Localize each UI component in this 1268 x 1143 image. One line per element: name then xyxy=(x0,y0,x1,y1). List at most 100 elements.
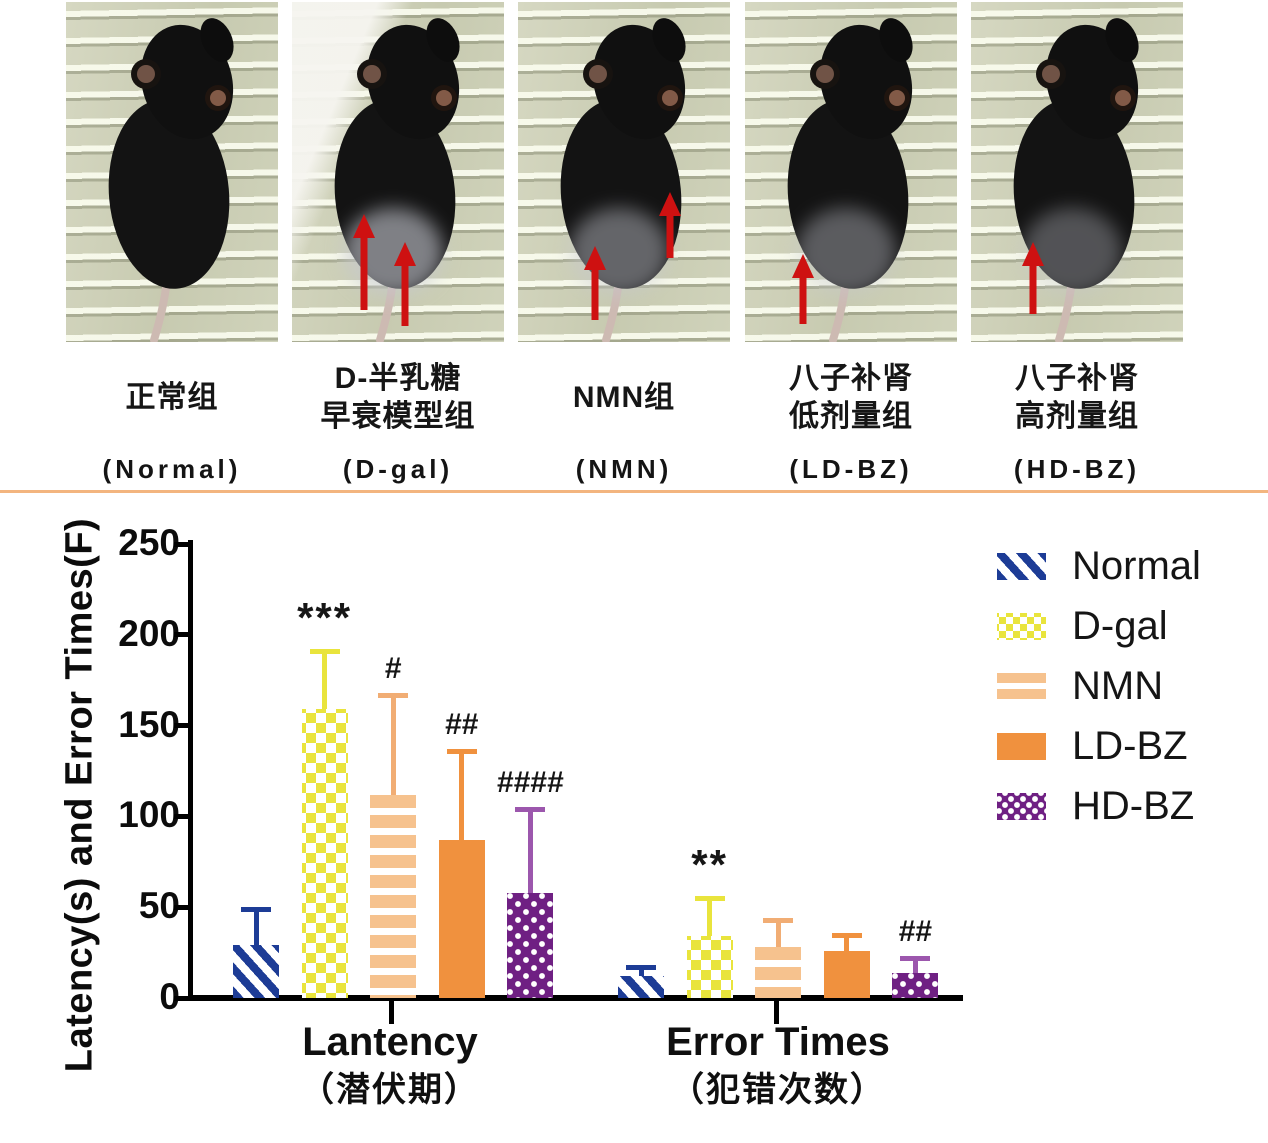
y-tick-label: 50 xyxy=(138,885,180,927)
y-tick-label: 200 xyxy=(118,612,180,654)
y-tick-label: 250 xyxy=(118,522,180,563)
bar-ld-bz-latency xyxy=(438,840,485,998)
y-tick-mark xyxy=(174,723,190,729)
significance-marker: ** xyxy=(691,841,728,889)
bar-d-gal-latency xyxy=(301,709,348,998)
mouse-illustration xyxy=(1013,18,1139,342)
bar-ld-bz-error-times xyxy=(823,950,870,998)
error-bar-stem xyxy=(390,692,396,795)
significance-marker: ## xyxy=(445,708,479,742)
error-bar-cap xyxy=(763,918,794,924)
x-group-tick xyxy=(773,998,779,1024)
legend-label-normal: Normal xyxy=(1072,543,1201,588)
y-axis-title: Latency(s) and Error Times(F) xyxy=(58,517,101,1073)
x-group-label-zh: （潜伏期） xyxy=(300,1071,480,1109)
error-bar-stem xyxy=(459,749,465,840)
mouse-snout xyxy=(652,18,686,62)
significance-marker: *** xyxy=(297,594,353,642)
photo-caption-zh: 八子补肾 低剂量组 xyxy=(789,362,913,433)
photo-caption-zh: D-半乳糖 早衰模型组 xyxy=(320,362,476,433)
y-tick-label: 100 xyxy=(118,794,180,836)
gray-fur-patch xyxy=(796,208,896,296)
mouse-illustration xyxy=(787,18,913,342)
y-tick-label: 150 xyxy=(118,703,180,745)
error-bar-cap xyxy=(446,749,477,755)
error-bar-stem xyxy=(527,807,533,893)
photo-caption-zh: 八子补肾 高剂量组 xyxy=(1015,362,1139,433)
x-group-tick xyxy=(388,998,394,1024)
y-tick-mark xyxy=(174,813,190,819)
mouse-snout xyxy=(1105,18,1139,62)
photo-caption-zh: NMN组 xyxy=(572,381,676,414)
gray-fur-patch xyxy=(1022,208,1122,296)
error-bar-stem xyxy=(638,965,644,977)
red-arrow-marker xyxy=(584,246,606,320)
error-bar-cap xyxy=(515,807,546,813)
significance-marker: #### xyxy=(497,766,564,800)
bar-hd-bz-error-times xyxy=(892,972,939,998)
legend-label-hd-bz: HD-BZ xyxy=(1072,783,1195,828)
y-axis-line xyxy=(188,540,193,1000)
gray-fur-patch xyxy=(343,208,443,296)
mouse-photo-3 xyxy=(518,2,730,342)
error-bar-cap xyxy=(309,649,340,655)
gray-fur-patch xyxy=(569,208,669,296)
bar-hd-bz-latency xyxy=(507,892,554,998)
legend-swatch-normal xyxy=(997,553,1046,580)
error-bar-stem xyxy=(322,649,328,710)
mouse-photo-2 xyxy=(292,2,504,342)
error-bar-stem xyxy=(912,956,918,973)
photo-caption-en: (HD-BZ) xyxy=(1013,453,1141,484)
legend-swatch-nmn xyxy=(997,673,1046,700)
error-bar-stem xyxy=(707,896,713,937)
y-tick-mark xyxy=(174,995,190,1001)
bar-nmn-error-times xyxy=(755,947,802,998)
error-bar-cap xyxy=(241,907,271,913)
legend-label-nmn: NMN xyxy=(1072,663,1164,708)
red-arrow-marker xyxy=(353,214,375,310)
error-bar-cap xyxy=(694,896,725,902)
mouse-photo-4 xyxy=(745,2,957,342)
bar-nmn-latency xyxy=(370,794,417,998)
x-group-label-zh: （犯错次数） xyxy=(670,1071,886,1109)
error-bar-stem xyxy=(775,918,781,948)
error-bar-cap xyxy=(831,932,862,938)
legend-label-ld-bz: LD-BZ xyxy=(1072,723,1188,768)
photo-caption-en: (D-gal) xyxy=(342,453,454,484)
error-bar-cap xyxy=(900,956,931,962)
y-tick-label: 0 xyxy=(159,976,180,1017)
bar-normal-latency xyxy=(233,945,279,998)
legend-swatch-hd-bz xyxy=(997,793,1046,820)
legend-swatch-ld-bz xyxy=(997,733,1046,760)
red-arrow-marker xyxy=(394,242,416,326)
bar-d-gal-error-times xyxy=(686,936,733,998)
mouse-body xyxy=(108,99,230,289)
error-bar-cap xyxy=(378,692,409,698)
mouse-snout xyxy=(879,18,913,62)
mouse-photo-5 xyxy=(971,2,1183,342)
legend-label-d-gal: D-gal xyxy=(1072,603,1168,648)
error-bar-stem xyxy=(844,932,850,951)
error-bar-stem xyxy=(253,907,259,946)
error-bar-cap xyxy=(626,965,656,971)
section-divider xyxy=(0,490,1268,493)
photo-caption-en: (NMN) xyxy=(575,453,673,484)
bar-normal-error-times xyxy=(618,976,664,998)
mouse-illustration xyxy=(560,18,686,342)
mouse-snout xyxy=(200,18,234,62)
mouse-photo-1 xyxy=(66,2,278,342)
red-arrow-marker xyxy=(1022,242,1044,314)
mouse-illustration xyxy=(108,18,234,342)
mouse-snout xyxy=(426,18,460,62)
x-group-label: Lantency xyxy=(302,1020,478,1064)
y-tick-mark xyxy=(174,541,190,547)
red-arrow-marker xyxy=(659,192,681,258)
mouse-illustration xyxy=(334,18,460,342)
y-tick-mark xyxy=(174,904,190,910)
legend-swatch-d-gal xyxy=(997,613,1046,640)
significance-marker: # xyxy=(384,651,402,685)
photo-caption-en: (Normal) xyxy=(102,453,242,484)
photo-caption-zh: 正常组 xyxy=(125,381,219,414)
significance-marker: ## xyxy=(898,915,933,949)
